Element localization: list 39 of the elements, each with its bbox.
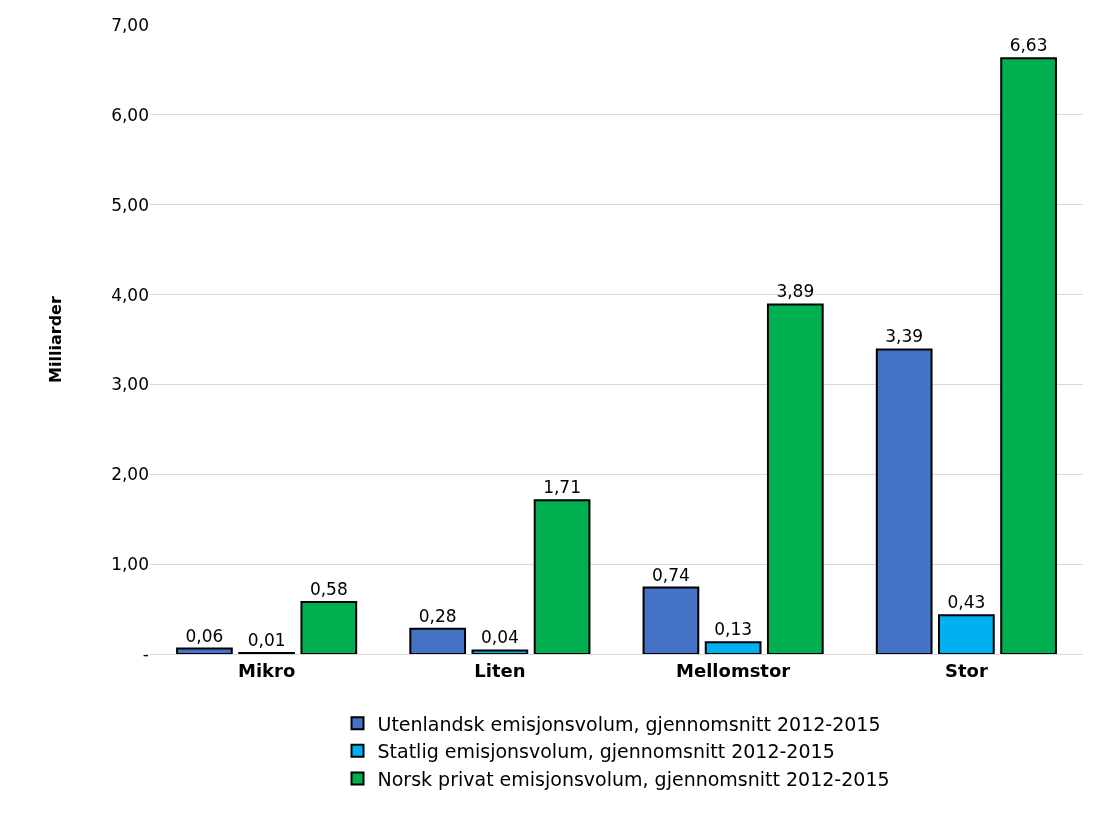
data-label: 0,06 [185,625,224,646]
data-label: 0,58 [309,578,348,599]
y-tick-label: 1,00 [111,554,149,575]
y-tick-label: 4,00 [111,284,149,305]
y-tick-label: 5,00 [111,194,149,215]
legend-label: Norsk privat emisjonsvolum, gjennomsnitt 2012-2015 [377,767,890,790]
bar [875,348,933,654]
bar [1000,57,1057,654]
legend-label: Statlig emisjonsvolum, gjennomsnitt 2012-2015 [377,740,835,763]
bar [938,614,995,654]
bar [704,641,762,654]
data-label: 0,74 [652,564,690,585]
data-label: 0,43 [947,592,986,613]
bar [533,499,591,654]
data-label: 3,39 [885,326,924,347]
bar [642,586,700,654]
bar [176,647,233,654]
data-label: 0,28 [418,605,457,626]
y-tick-label: 3,00 [111,374,149,395]
x-tick-label: Stor [944,659,988,681]
data-label: 0,04 [480,627,519,648]
data-label: 0,01 [247,630,286,651]
data-label: 3,89 [776,281,815,302]
legend-label: Utenlandsk emisjonsvolum, gjennomsnitt 2012-2015 [377,712,881,735]
x-tick-label: Mikro [237,659,296,681]
y-tick-label: 6,00 [111,104,149,125]
y-tick-label: - [142,643,149,664]
data-label: 6,63 [1009,35,1048,56]
x-tick-label: Mellomstor [676,659,791,681]
y-tick-label: 2,00 [111,464,149,485]
bar [409,627,467,654]
x-tick-label: Liten [474,659,526,681]
bar [300,600,358,654]
y-tick-label: 7,00 [111,14,149,35]
data-label: 0,13 [714,619,753,640]
data-label: 1,71 [543,477,581,498]
bar [766,303,824,654]
bar [471,649,529,654]
y-axis-title: Milliarder [46,296,66,383]
